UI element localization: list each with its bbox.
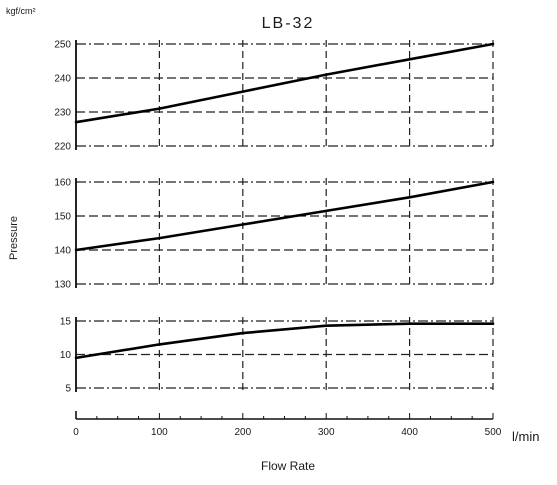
- curve-line-p1: [74, 42, 495, 124]
- y-axis-label: Pressure: [8, 216, 20, 260]
- x-tick-label-200: 200: [234, 427, 251, 438]
- y-tick-label-p3-10: 10: [60, 350, 72, 361]
- y-tick-label-p1-220: 220: [54, 142, 71, 153]
- x-tick-label-500: 500: [485, 427, 502, 438]
- y-tick-label-p3-15: 15: [60, 317, 72, 328]
- labels-layer: LB-32 kgf/cm² Pressure Flow Rate l/min 2…: [6, 6, 539, 473]
- y-tick-label-p2-130: 130: [54, 280, 71, 291]
- axes-layer: [75, 40, 494, 420]
- x-unit-label: l/min: [512, 429, 539, 444]
- y-unit-label: kgf/cm²: [6, 6, 36, 16]
- y-tick-label-p2-160: 160: [54, 178, 71, 189]
- y-tick-label-p1-240: 240: [54, 74, 71, 85]
- x-axis-label: Flow Rate: [261, 459, 315, 473]
- grid-layer: [75, 40, 494, 392]
- y-tick-label-p3-5: 5: [65, 384, 71, 395]
- curve-line-p2: [74, 180, 495, 252]
- y-tick-label-p2-150: 150: [54, 212, 71, 223]
- series-layer: [74, 42, 495, 360]
- y-tick-label-p1-230: 230: [54, 108, 71, 119]
- y-tick-label-p2-140: 140: [54, 246, 71, 257]
- x-tick-label-400: 400: [401, 427, 418, 438]
- y-tick-label-p1-250: 250: [54, 40, 71, 51]
- x-tick-label-0: 0: [73, 427, 79, 438]
- x-tick-label-100: 100: [151, 427, 168, 438]
- chart-title: LB-32: [262, 15, 315, 32]
- x-tick-label-300: 300: [318, 427, 335, 438]
- curve-line-p3: [74, 322, 495, 360]
